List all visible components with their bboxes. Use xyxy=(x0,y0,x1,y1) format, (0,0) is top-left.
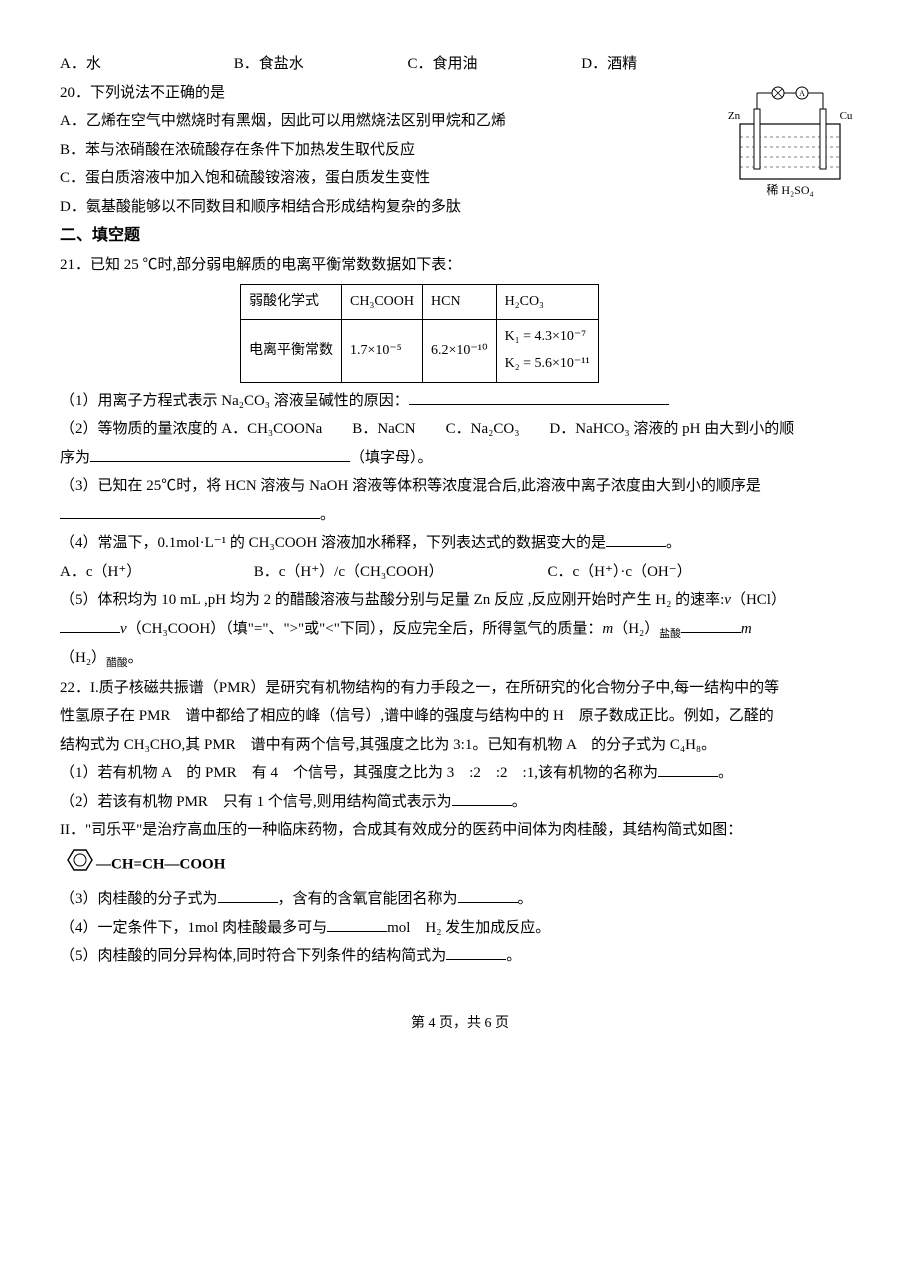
table-row: 电离平衡常数 1.7×10⁻⁵ 6.2×10⁻¹⁰ K₁ = 4.3×10⁻⁷ … xyxy=(241,320,599,382)
td-k-hcn: 6.2×10⁻¹⁰ xyxy=(423,320,497,382)
page-footer: 第 4 页，共 6 页 xyxy=(60,1011,860,1038)
sub-hcl: 盐酸 xyxy=(659,628,681,640)
q22-p2: 性氢原子在 PMR 谱中都给了相应的峰（信号）,谱中峰的强度与结构中的 H 原子… xyxy=(60,702,860,731)
opt-b: B．食盐水 xyxy=(234,50,404,79)
td-k-h2co3: K₁ = 4.3×10⁻⁷ K₂ = 5.6×10⁻¹¹ xyxy=(496,320,598,382)
cinnamic-structure: —CH=CH—COOH xyxy=(60,845,860,886)
label-electrolyte: 稀 H₂SO₄ xyxy=(766,183,813,197)
sub-acetic: 醋酸 xyxy=(106,657,128,669)
q22-1a: （1）若有机物 A 的 PMR 有 4 个信号，其强度之比为 3 :2 :2 :… xyxy=(60,765,658,781)
q21-2b: 序为 （填字母）。 xyxy=(60,444,860,473)
blank xyxy=(60,503,320,519)
q21-5-line2: v（CH₃COOH）（填"="、">"或"<"下同），反应完全后，所得氢气的质量… xyxy=(60,615,860,645)
th-hcn: HCN xyxy=(423,284,497,320)
q22-3c: 。 xyxy=(518,891,533,907)
q21-5-line3: （H₂）醋酸。 xyxy=(60,644,860,674)
q22-4a: （4）一定条件下，1mol 肉桂酸最多可与 xyxy=(60,920,327,936)
q21-4-options: A．c（H⁺） B．c（H⁺）/c（CH₃COOH） C．c（H⁺）·c（OH⁻… xyxy=(60,558,860,587)
blank xyxy=(452,790,512,806)
opt-c: C．食用油 xyxy=(408,50,578,79)
blank xyxy=(681,617,741,633)
q22-p1: 22．I.质子核磁共振谱（PMR）是研究有机物结构的有力手段之一，在所研究的化合… xyxy=(60,674,860,703)
cell-svg: A Zn Cu 稀 H₂SO₄ xyxy=(720,79,860,199)
q21-2b-text: 序为 xyxy=(60,450,90,466)
q22-5: （5）肉桂酸的同分异构体,同时符合下列条件的结构简式为 。 xyxy=(60,942,860,971)
label-cu: Cu xyxy=(840,110,853,122)
q21-3b-text: 。 xyxy=(320,507,335,523)
q22-2b: 。 xyxy=(512,794,527,810)
q22-2a: （2）若该有机物 PMR 只有 1 个信号,则用结构简式表示为 xyxy=(60,794,452,810)
q22-3: （3）肉桂酸的分子式为 ，含有的含氧官能团名称为 。 xyxy=(60,885,860,914)
q21-5-line1: （5）体积均为 10 mL ,pH 均为 2 的醋酸溶液与盐酸分别与足量 Zn … xyxy=(60,586,860,615)
q22-4: （4）一定条件下，1mol 肉桂酸最多可与 mol H₂ 发生加成反应。 xyxy=(60,914,860,943)
var-m: m xyxy=(741,621,752,637)
q21-1: （1）用离子方程式表示 Na₂CO₃ 溶液呈碱性的原因： xyxy=(60,387,860,416)
q21-table: 弱酸化学式 CH₃COOH HCN H₂CO₃ 电离平衡常数 1.7×10⁻⁵ … xyxy=(240,284,599,383)
blank xyxy=(658,761,718,777)
opt-b: B．c（H⁺）/c（CH₃COOH） xyxy=(254,558,544,587)
svg-text:A: A xyxy=(799,89,805,98)
q21-2a: （2）等物质的量浓度的 A．CH₃COONa B．NaCN C．Na₂CO₃ D… xyxy=(60,415,860,444)
q22-2: （2）若该有机物 PMR 只有 1 个信号,则用结构简式表示为 。 xyxy=(60,788,860,817)
q21-3a: （3）已知在 25℃时，将 HCN 溶液与 NaOH 溶液等体积等浓度混合后,此… xyxy=(60,472,860,501)
section-2-title: 二、填空题 xyxy=(60,221,860,251)
galvanic-cell-diagram: A Zn Cu 稀 H₂SO₄ xyxy=(720,79,860,210)
td-k-acetic: 1.7×10⁻⁵ xyxy=(342,320,423,382)
q22-5b: 。 xyxy=(506,948,521,964)
k1: K₁ = 4.3×10⁻⁷ xyxy=(505,329,587,344)
blank xyxy=(458,887,518,903)
q21-4a-text: （4）常温下，0.1mol·L⁻¹ 的 CH₃COOH 溶液加水稀释，下列表达式… xyxy=(60,535,606,551)
q21-1-text: （1）用离子方程式表示 Na₂CO₃ 溶液呈碱性的原因： xyxy=(60,393,409,409)
q22-p3: 结构式为 CH₃CHO,其 PMR 谱中有两个信号,其强度之比为 3:1。已知有… xyxy=(60,731,860,760)
opt-c: C．c（H⁺）·c（OH⁻） xyxy=(548,558,692,587)
q22-ii: II．"司乐平"是治疗高血压的一种临床药物，合成其有效成分的医药中间体为肉桂酸，… xyxy=(60,816,860,845)
th-acetic: CH₃COOH xyxy=(342,284,423,320)
th-formula: 弱酸化学式 xyxy=(241,284,342,320)
q21-5h: 。 xyxy=(128,650,143,666)
q21-5b: （HCl） xyxy=(731,592,786,608)
q22-3b: ，含有的含氧官能团名称为 xyxy=(278,891,458,907)
blank xyxy=(90,446,350,462)
q21-5a: （5）体积均为 10 mL ,pH 均为 2 的醋酸溶液与盐酸分别与足量 Zn … xyxy=(60,592,724,608)
var-v: v xyxy=(724,592,731,608)
q21-4b-text: 。 xyxy=(666,535,681,551)
q21-2c-text: （填字母）。 xyxy=(350,450,433,466)
var-m: m xyxy=(602,621,613,637)
blank xyxy=(409,389,669,405)
q21-3b: 。 xyxy=(60,501,860,530)
q19-options: A．水 B．食盐水 C．食用油 D．酒精 xyxy=(60,50,860,79)
var-v: v xyxy=(120,621,127,637)
q22-1: （1）若有机物 A 的 PMR 有 4 个信号，其强度之比为 3 :2 :2 :… xyxy=(60,759,860,788)
q21-5c: （CH₃COOH）（填"="、">"或"<"下同），反应完全后，所得氢气的质量： xyxy=(127,621,603,637)
opt-a: A．c（H⁺） xyxy=(60,558,250,587)
td-k-label: 电离平衡常数 xyxy=(241,320,342,382)
opt-d: D．酒精 xyxy=(581,50,751,79)
benzene-icon xyxy=(60,845,96,886)
blank xyxy=(606,531,666,547)
k2: K₂ = 5.6×10⁻¹¹ xyxy=(505,356,590,371)
q22-5a: （5）肉桂酸的同分异构体,同时符合下列条件的结构简式为 xyxy=(60,948,446,964)
q21-stem: 21．已知 25 ℃时,部分弱电解质的电离平衡常数数据如下表： xyxy=(60,251,860,280)
q21-5d: （H₂） xyxy=(613,621,659,637)
q21-5f: （H₂） xyxy=(60,650,106,666)
table-row: 弱酸化学式 CH₃COOH HCN H₂CO₃ xyxy=(241,284,599,320)
blank xyxy=(446,944,506,960)
label-zn: Zn xyxy=(728,110,741,122)
q22-3a: （3）肉桂酸的分子式为 xyxy=(60,891,218,907)
th-h2co3: H₂CO₃ xyxy=(496,284,598,320)
blank xyxy=(60,617,120,633)
blank xyxy=(327,916,387,932)
q21-4: （4）常温下，0.1mol·L⁻¹ 的 CH₃COOH 溶液加水稀释，下列表达式… xyxy=(60,529,860,558)
blank xyxy=(218,887,278,903)
opt-a: A．水 xyxy=(60,50,230,79)
q22-4b: mol H₂ 发生加成反应。 xyxy=(387,920,550,936)
struct-text: —CH=CH—COOH xyxy=(96,856,225,872)
q22-1b: 。 xyxy=(718,765,733,781)
